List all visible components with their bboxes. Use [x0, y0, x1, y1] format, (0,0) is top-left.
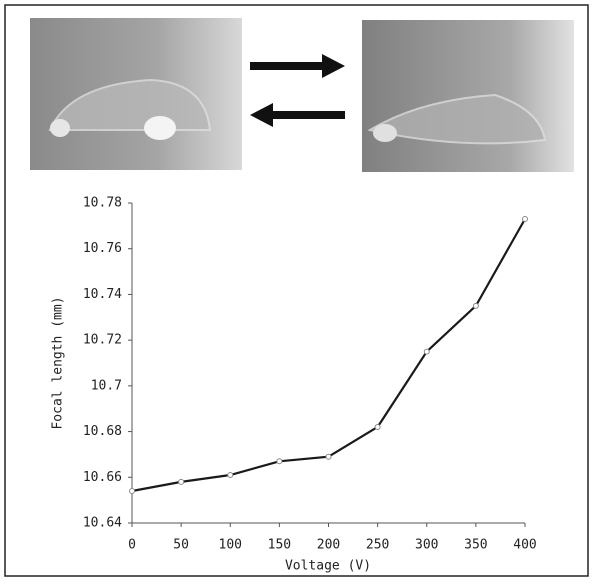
x-tick-label: 100: [219, 538, 242, 553]
x-tick-label: 50: [173, 538, 189, 553]
arrow-right: [250, 54, 345, 78]
data-line: [131, 218, 526, 493]
data-point: [472, 302, 479, 309]
y-tick-label: 10.68: [83, 424, 122, 439]
photo-left: [30, 18, 242, 170]
data-point: [325, 453, 332, 460]
x-tick-label: 0: [128, 538, 136, 553]
x-tick-label: 250: [366, 538, 389, 553]
x-axis-title: Voltage (V): [285, 559, 371, 574]
data-point: [227, 472, 234, 478]
photo-right: [362, 20, 574, 172]
y-tick-label: 10.72: [83, 333, 122, 348]
arrow-left: [250, 103, 345, 127]
data-point: [178, 478, 185, 485]
y-tick-label: 10.7: [91, 378, 122, 393]
data-point: [129, 488, 135, 494]
x-tick-label: 150: [268, 538, 291, 553]
y-tick-label: 10.66: [83, 470, 122, 485]
x-tick-label: 350: [464, 538, 487, 553]
x-tick-label: 400: [513, 538, 536, 553]
x-tick-label: 200: [317, 538, 340, 553]
data-point: [522, 216, 528, 222]
data-point: [374, 424, 381, 430]
data-point: [276, 458, 283, 465]
x-tick-label: 300: [415, 538, 438, 553]
y-tick-label: 10.74: [83, 287, 122, 302]
frame: [4, 4, 589, 577]
y-tick-label: 10.78: [83, 196, 122, 211]
y-tick-label: 10.64: [83, 516, 122, 531]
y-axis-title: Focal length (mm): [51, 296, 66, 429]
data-point: [423, 348, 430, 355]
y-tick-label: 10.76: [83, 241, 122, 256]
